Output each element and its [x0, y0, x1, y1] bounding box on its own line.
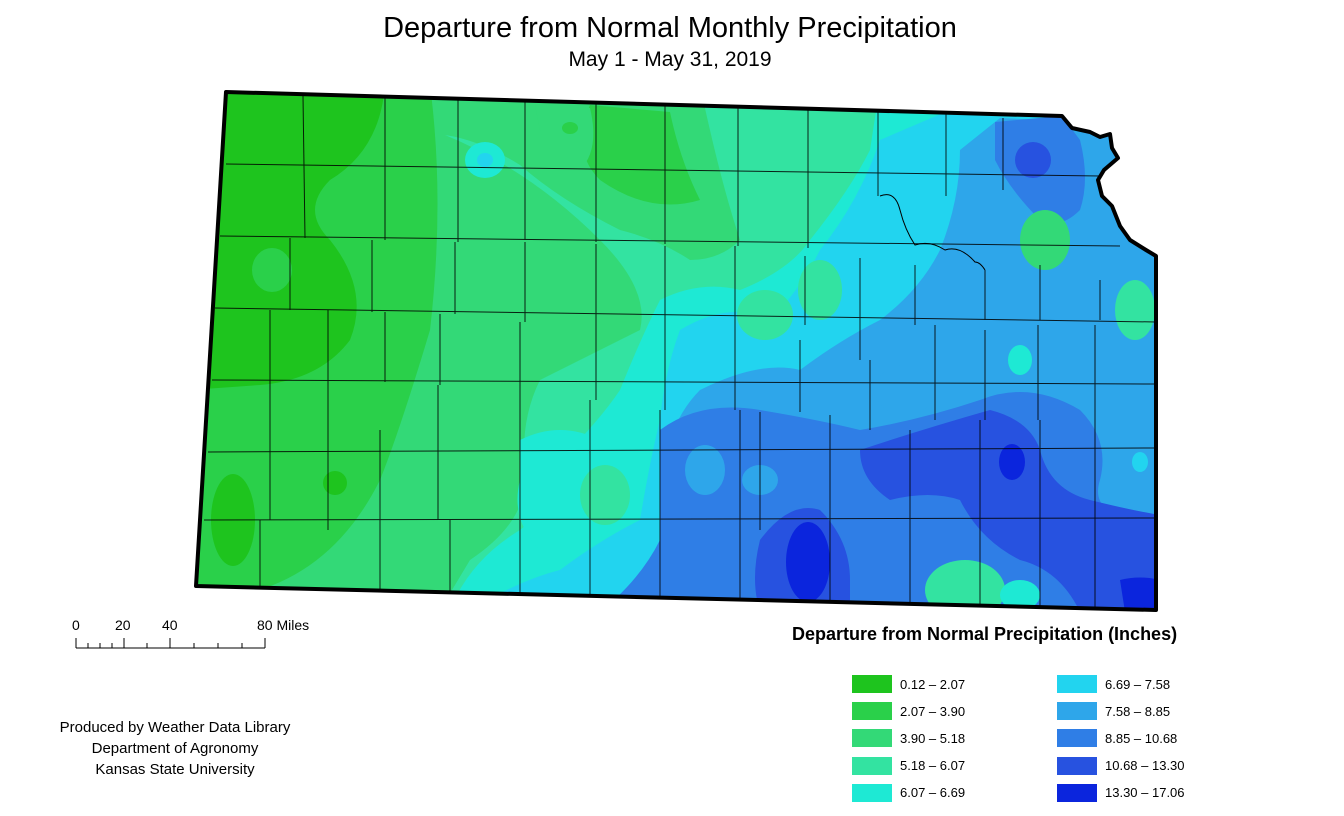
legend-item: 8.85 – 10.68: [1057, 729, 1178, 748]
credit-block: Produced by Weather Data Library Departm…: [20, 717, 330, 780]
scale-bar: [75, 638, 266, 649]
legend-item: 5.18 – 6.07: [852, 756, 966, 775]
legend-title: Departure from Normal Precipitation (Inc…: [792, 624, 1178, 644]
legend-label: 6.69 – 7.58: [1105, 676, 1171, 692]
map-subtitle: May 1 - May 31, 2019: [568, 48, 772, 71]
legend-item: 6.69 – 7.58: [1057, 675, 1170, 693]
legend-label: 0.12 – 2.07: [900, 676, 966, 692]
legend-swatch: [1057, 729, 1097, 748]
map-title: Departure from Normal Monthly Precipitat…: [383, 12, 957, 44]
legend-swatch: [852, 702, 892, 721]
legend-label: 6.07 – 6.69: [900, 785, 966, 801]
legend-swatch: [852, 675, 892, 693]
credit-line: Produced by Weather Data Library: [59, 719, 291, 736]
legend-item: 10.68 – 13.30: [1057, 756, 1185, 775]
scale-label-80: 80 Miles: [257, 617, 310, 633]
legend-swatch: [1057, 783, 1097, 802]
legend-swatch: [852, 756, 892, 775]
legend-item: 0.12 – 2.07: [852, 675, 965, 693]
legend-label: 7.58 – 8.85: [1105, 703, 1171, 719]
precipitation-contours: [196, 92, 1156, 610]
credit-line: Department of Agronomy: [91, 740, 259, 757]
scale-label-20: 20: [115, 617, 131, 633]
legend-swatch: [1057, 675, 1097, 693]
legend-swatch: [1057, 702, 1097, 721]
scale-label-40: 40: [162, 617, 178, 633]
legend-item: 3.90 – 5.18: [852, 729, 966, 748]
legend-swatch: [852, 729, 892, 748]
legend-label: 2.07 – 3.90: [900, 703, 966, 719]
scale-label-0: 0: [72, 617, 80, 633]
legend-label: 3.90 – 5.18: [900, 730, 966, 746]
legend-label: 13.30 – 17.06: [1105, 785, 1185, 801]
legend-item: 2.07 – 3.90: [852, 702, 966, 721]
legend-label: 5.18 – 6.07: [900, 758, 966, 774]
credit-line: Kansas State University: [95, 761, 255, 778]
legend-item: 13.30 – 17.06: [1057, 783, 1185, 802]
legend-label: 10.68 – 13.30: [1105, 758, 1185, 774]
legend-label: 8.85 – 10.68: [1105, 730, 1178, 746]
kansas-state-outline: [194, 90, 1158, 612]
legend-swatch: [852, 783, 892, 802]
legend-item: 6.07 – 6.69: [852, 783, 966, 802]
legend-swatch: [1057, 756, 1097, 775]
legend-item: 7.58 – 8.85: [1057, 702, 1171, 721]
